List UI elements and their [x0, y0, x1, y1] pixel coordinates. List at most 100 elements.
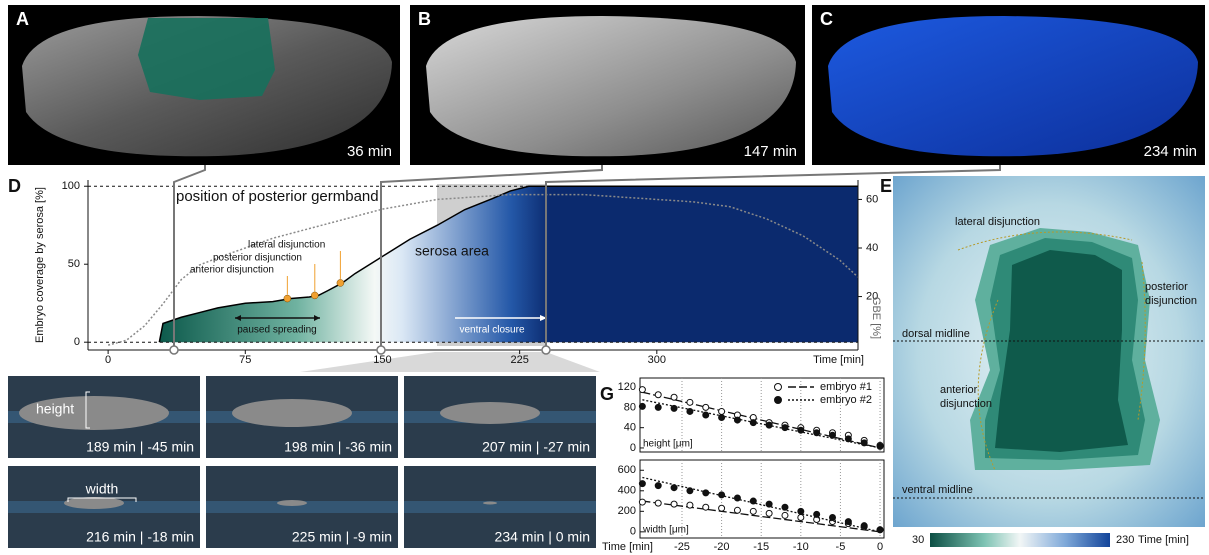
x-tick-label: -20: [714, 541, 730, 553]
data-point: [655, 392, 661, 398]
disjunction-marker: [337, 279, 344, 286]
series-label: serosa area: [415, 243, 489, 259]
y-tick-label: 120: [618, 381, 636, 393]
x-tick-label: -5: [836, 541, 846, 553]
x-tick-label: 0: [105, 354, 111, 366]
data-point: [845, 519, 851, 525]
data-point: [655, 483, 661, 489]
colorbar-label: Time [min]: [1138, 534, 1189, 546]
x-tick-label: 225: [510, 354, 528, 366]
data-point: [703, 490, 709, 496]
y-tick-label: 0: [630, 526, 636, 538]
time-label: 147 min: [744, 143, 797, 160]
annotation: disjunction: [940, 398, 992, 410]
data-point: [719, 408, 725, 414]
annotation: posterior: [1145, 281, 1188, 293]
data-point: [798, 427, 804, 433]
data-point: [877, 443, 883, 449]
data-point: [639, 481, 645, 487]
annotation: disjunction: [1145, 295, 1197, 307]
bracket-label: width: [85, 481, 119, 497]
data-point: [845, 436, 851, 442]
data-point: [861, 523, 867, 529]
data-point: [687, 502, 693, 508]
panel-label: E: [880, 176, 892, 196]
serosa-gap: [440, 402, 540, 424]
data-point: [687, 399, 693, 405]
x-axis-label: Time [min]: [813, 354, 864, 366]
data-point: [766, 501, 772, 507]
frame-label: 234 min | 0 min: [495, 529, 590, 545]
y-tick-label: 0: [630, 442, 636, 454]
series-label: position of posterior germband: [176, 188, 379, 205]
y2-axis-label: GBE [%]: [870, 297, 882, 339]
data-point: [814, 430, 820, 436]
y-tick-label: 600: [618, 464, 636, 476]
connector-dot: [377, 346, 385, 354]
data-point: [671, 501, 677, 507]
y-tick-label: 400: [618, 485, 636, 497]
data-point: [861, 440, 867, 446]
y-tick-label: 50: [68, 258, 80, 270]
annotation: paused spreading: [237, 325, 317, 336]
data-point: [782, 425, 788, 431]
annotation: ventral closure: [459, 325, 524, 336]
disjunction-marker: [284, 295, 291, 302]
frame-label: 225 min | -9 min: [292, 529, 392, 545]
data-point: [830, 432, 836, 438]
y-axis-label: height [μm]: [643, 439, 693, 450]
y2-tick-label: 60: [866, 193, 878, 205]
figure: A 36 min B 147 min C 234 min E F 189 min…: [0, 0, 1209, 555]
x-axis-label: Time [min]: [602, 541, 653, 553]
data-point: [655, 500, 661, 506]
frame-label: 189 min | -45 min: [86, 439, 194, 455]
x-tick-label: -25: [674, 541, 690, 553]
x-tick-label: 150: [373, 354, 391, 366]
x-tick-label: -10: [793, 541, 809, 553]
y2-tick-label: 40: [866, 242, 878, 254]
time-label: 36 min: [347, 143, 392, 160]
panel-label: D: [8, 176, 21, 196]
serosa-gap: [232, 399, 352, 427]
data-point: [798, 508, 804, 514]
data-point: [671, 405, 677, 411]
frame-label: 207 min | -27 min: [482, 439, 590, 455]
y-tick-label: 0: [74, 336, 80, 348]
y-tick-label: 40: [624, 422, 636, 434]
data-point: [734, 417, 740, 423]
data-point: [814, 511, 820, 517]
disjunction-marker: [311, 292, 318, 299]
serosa-gap: [483, 502, 497, 505]
data-point: [671, 394, 677, 400]
data-point: [750, 420, 756, 426]
data-point: [750, 498, 756, 504]
data-point: [687, 408, 693, 414]
data-point: [703, 404, 709, 410]
data-point: [766, 510, 772, 516]
data-point: [719, 492, 725, 498]
marker-label: anterior disjunction: [190, 265, 274, 276]
panel-label: G: [600, 384, 614, 404]
data-point: [719, 505, 725, 511]
annotation: ventral midline: [902, 484, 973, 496]
data-point: [687, 488, 693, 494]
y-axis-label: width [μm]: [642, 525, 689, 536]
x-tick-label: 0: [877, 541, 883, 553]
colorbar-max: 230: [1116, 534, 1134, 546]
panel-label: C: [820, 9, 833, 29]
legend-label: embryo #1: [820, 381, 872, 393]
colorbar-min: 30: [912, 534, 924, 546]
data-point: [750, 508, 756, 514]
data-point: [734, 507, 740, 513]
data-point: [703, 412, 709, 418]
marker-label: lateral disjunction: [248, 240, 325, 251]
y-tick-label: 200: [618, 505, 636, 517]
serosa-gap: [277, 500, 307, 506]
annotation: dorsal midline: [902, 328, 970, 340]
panel-c: C 234 min: [812, 5, 1205, 165]
annotation: anterior: [940, 384, 978, 396]
data-point: [782, 504, 788, 510]
data-point: [719, 415, 725, 421]
legend-marker: [775, 384, 782, 391]
data-point: [639, 403, 645, 409]
